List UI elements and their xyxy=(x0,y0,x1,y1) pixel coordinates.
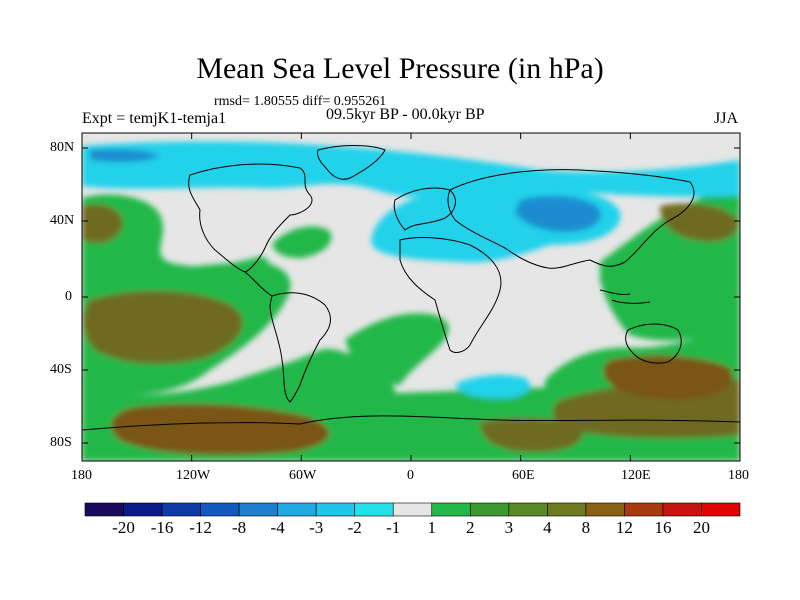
colorbar-swatch xyxy=(200,502,240,517)
colorbar-label: -12 xyxy=(189,518,212,537)
colorbar-label: 20 xyxy=(692,518,710,537)
positive-core-south-atlantic xyxy=(480,418,583,452)
colorbar-label: 3 xyxy=(504,518,514,537)
colorbar-swatch xyxy=(662,502,702,517)
colorbar-label: -20 xyxy=(112,518,135,537)
colorbar-label: -3 xyxy=(309,518,324,537)
pressure-field xyxy=(82,133,740,461)
lat-label-80n: 80N xyxy=(50,140,75,155)
axis-ticks xyxy=(81,133,741,461)
lat-label-40n: 40N xyxy=(50,213,75,228)
colorbar-label: 1 xyxy=(427,518,437,537)
positive-core-south-pacific xyxy=(111,404,329,455)
colorbar-label: 2 xyxy=(466,518,475,537)
colorbar-label: 4 xyxy=(543,518,552,537)
colorbar-swatch xyxy=(277,502,317,517)
colorbar-label: -16 xyxy=(150,518,174,537)
colorbar xyxy=(84,502,741,517)
colorbar-label: -8 xyxy=(232,518,247,537)
positive-core-australia-south xyxy=(603,355,733,400)
coastline-africa xyxy=(399,237,502,353)
colorbar-swatch xyxy=(585,502,625,517)
coastline-south-america xyxy=(269,292,331,403)
colorbar-label: 16 xyxy=(654,518,672,537)
coastline-central-america xyxy=(244,271,273,297)
colorbar-swatch xyxy=(469,502,510,517)
lon-label-60e: 60E xyxy=(512,468,535,483)
negative-region-south-atlantic xyxy=(455,374,530,399)
negative-region-arctic xyxy=(82,141,740,197)
colorbar-swatch xyxy=(315,502,356,517)
colorbar-swatch xyxy=(701,502,741,517)
coastline-europe xyxy=(393,187,456,231)
colorbar-swatch xyxy=(431,502,471,517)
colorbar-swatch xyxy=(161,502,201,517)
colorbar-swatch xyxy=(508,502,548,517)
colorbar-label: 12 xyxy=(615,518,633,537)
colorbar-label: 8 xyxy=(581,518,591,537)
colorbar-swatch xyxy=(354,502,394,517)
lat-label-80s: 80S xyxy=(50,435,72,450)
season-label: JJA xyxy=(714,110,739,127)
coastline-australia xyxy=(625,323,682,364)
coastline-greenland xyxy=(317,145,386,180)
positive-core-west-pacific xyxy=(660,203,739,242)
lat-label-40s: 40S xyxy=(50,362,72,377)
lat-label-0: 0 xyxy=(65,289,72,304)
coastlines xyxy=(82,145,740,431)
colorbar-swatch xyxy=(547,502,587,517)
positive-core-north-pacific xyxy=(82,204,123,244)
positive-region-north-atlantic xyxy=(272,226,332,258)
coastline-asia xyxy=(447,169,695,269)
negative-core-arctic xyxy=(90,149,160,163)
colorbar-swatch xyxy=(392,502,433,517)
lon-label-180w: 180 xyxy=(71,468,92,483)
lon-label-120w: 120W xyxy=(176,468,211,483)
period-label: 09.5kyr BP - 00.0kyr BP xyxy=(326,106,485,123)
colorbar-label: -1 xyxy=(386,518,401,537)
negative-core-eurasia xyxy=(515,195,601,232)
colorbar-swatch xyxy=(84,502,124,517)
coastline-north-america xyxy=(188,163,313,273)
coastline-indonesia xyxy=(599,289,651,304)
colorbar-swatch xyxy=(624,502,664,517)
lon-label-120e: 120E xyxy=(621,468,651,483)
colorbar-swatch xyxy=(238,502,278,517)
lon-label-180e: 180 xyxy=(728,468,749,483)
colorbar-swatch xyxy=(123,502,163,517)
lon-label-0: 0 xyxy=(407,468,414,483)
statistics-text: rmsd= 1.80555 diff= 0.955261 xyxy=(214,94,387,109)
positive-region-south-atlantic xyxy=(345,313,449,385)
colorbar-label: -4 xyxy=(270,518,285,537)
positive-core-tropical-pacific xyxy=(83,290,243,364)
colorbar-label: -2 xyxy=(347,518,362,537)
experiment-label: Expt = temjK1-temja1 xyxy=(82,110,227,127)
lon-label-60w: 60W xyxy=(289,468,317,483)
coastline-antarctica xyxy=(82,415,740,431)
map-title: Mean Sea Level Pressure (in hPa) xyxy=(196,52,604,85)
